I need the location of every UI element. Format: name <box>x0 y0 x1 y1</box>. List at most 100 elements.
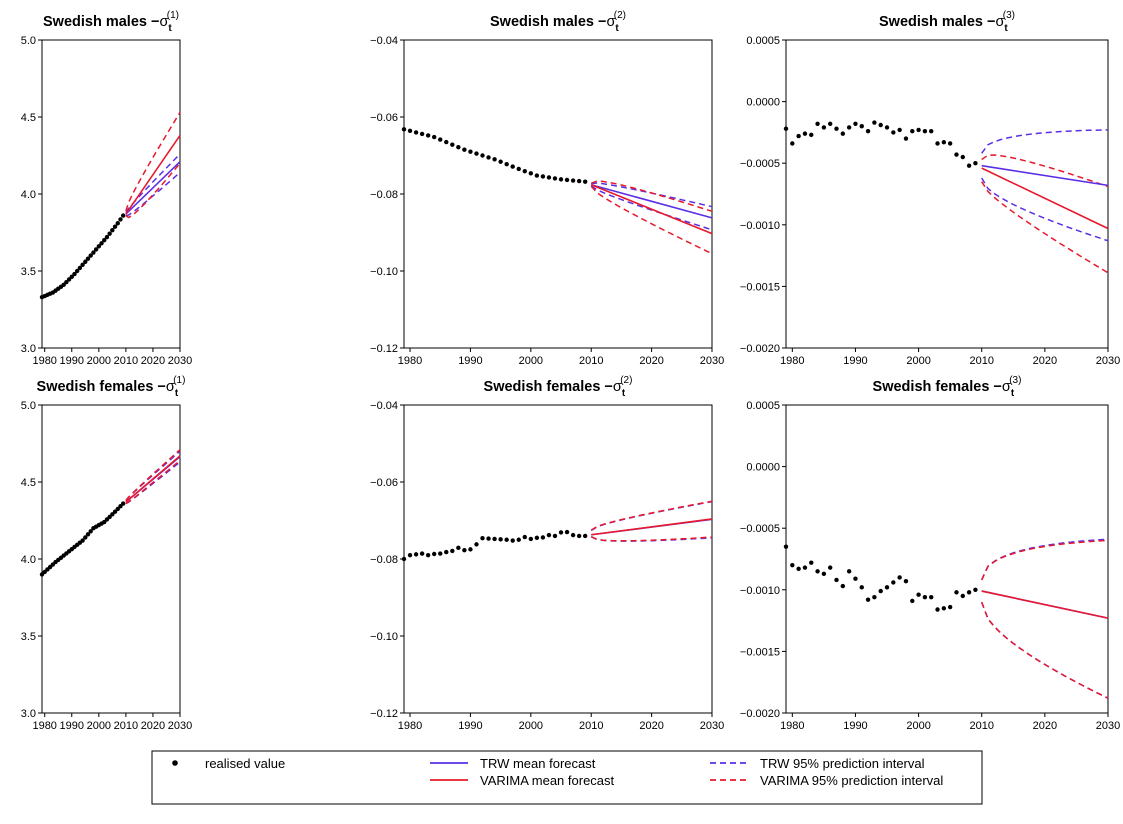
realised-point <box>77 265 83 271</box>
y-tick-label: 3.5 <box>21 266 36 278</box>
realised-point <box>865 597 871 602</box>
panel-6: −0.0020 −0.0015 −0.0010 −0.0005 0.0000 0.0005… <box>740 375 1120 732</box>
realised-point <box>891 580 896 585</box>
varima-mean-line <box>981 167 1109 230</box>
realised-point <box>72 271 77 277</box>
realised-point <box>922 594 928 600</box>
varima-lower-bound <box>125 162 181 219</box>
panel-title: Swedish males −σt(1) <box>43 10 179 34</box>
y-tick-label: −0.06 <box>370 477 398 489</box>
trw-lower-bound <box>590 185 713 231</box>
y-tick-label: −0.10 <box>370 266 398 278</box>
realised-point <box>401 556 407 562</box>
realised-point <box>504 537 509 542</box>
realised-point <box>66 277 72 282</box>
varima-mean-line <box>590 184 713 235</box>
realised-point <box>840 583 846 589</box>
legend-item-varima_pi: VARIMA 95% prediction interval <box>710 773 943 788</box>
legend-label: TRW 95% prediction interval <box>760 756 925 771</box>
realised-point <box>112 224 118 229</box>
varima-upper-bound <box>981 539 1109 581</box>
realised-point <box>522 534 527 540</box>
realised-point <box>891 130 896 135</box>
y-tick-label: −0.08 <box>370 554 398 566</box>
realised-point <box>93 247 99 252</box>
realised-point <box>564 529 570 535</box>
realised-point <box>407 128 413 134</box>
y-tick-label: −0.10 <box>370 631 398 643</box>
legend: realised value TRW mean forecast VARIMA me… <box>151 750 983 805</box>
realised-point <box>935 141 940 146</box>
realised-point <box>96 244 102 249</box>
realised-point <box>492 536 497 542</box>
realised-point <box>827 121 833 126</box>
plot-frame <box>403 404 713 714</box>
y-tick-label: 4.0 <box>21 189 36 201</box>
x-tick-label: 1980 <box>780 720 804 732</box>
x-tick-label: 2000 <box>906 720 930 732</box>
realised-point <box>790 562 795 568</box>
x-tick-label: 2010 <box>969 720 993 732</box>
realised-point <box>802 565 808 570</box>
trw-upper-bound <box>981 129 1109 154</box>
realised-point <box>115 506 120 512</box>
x-tick-label: 2030 <box>1096 355 1120 367</box>
x-tick-label: 2010 <box>579 355 603 367</box>
x-tick-label: 1980 <box>398 720 422 732</box>
panel-3: −0.0020 −0.0015 −0.0010 −0.0005 0.0000 0.0005… <box>740 10 1120 367</box>
y-tick-label: −0.04 <box>370 400 398 412</box>
legend-swatch-dot <box>172 760 178 766</box>
realised-point <box>846 569 852 574</box>
legend-label: realised value <box>205 756 285 771</box>
realised-point <box>878 588 883 594</box>
realised-point <box>910 128 915 134</box>
y-tick-label: 5.0 <box>21 400 36 412</box>
x-tick-label: 2010 <box>114 355 138 367</box>
varima-upper-bound <box>125 112 181 212</box>
realised-point <box>941 140 947 145</box>
panel-2: −0.12 −0.10 −0.08 −0.06 −0.04 1980 1990 2000 201… <box>370 10 724 367</box>
realised-point <box>510 538 515 543</box>
x-tick-label: 2010 <box>579 720 603 732</box>
realised-point <box>91 250 96 255</box>
x-tick-label: 1980 <box>32 720 56 732</box>
varima-mean-line <box>125 455 181 503</box>
x-tick-label: 1990 <box>458 720 482 732</box>
realised-point <box>504 161 509 167</box>
realised-point <box>450 142 455 147</box>
realised-point <box>947 141 953 146</box>
realised-point <box>120 501 126 506</box>
varima-lower-bound <box>125 459 181 505</box>
realised-point <box>534 535 540 541</box>
realised-point <box>960 593 965 599</box>
realised-point <box>903 136 909 141</box>
realised-point <box>474 542 479 547</box>
realised-point <box>954 152 959 157</box>
x-tick-label: 2030 <box>1096 720 1120 732</box>
trw-mean-line <box>125 161 181 215</box>
y-tick-label: −0.04 <box>370 35 398 47</box>
legend-item-realised: realised value <box>172 756 285 771</box>
realised-point <box>546 175 552 180</box>
realised-point <box>859 124 864 129</box>
trw-mean-line <box>981 164 1109 187</box>
realised-point <box>790 141 795 146</box>
realised-point <box>104 234 110 240</box>
realised-point <box>85 256 91 261</box>
x-tick-label: 2000 <box>87 720 111 732</box>
realised-point <box>872 120 877 125</box>
realised-point <box>821 571 827 576</box>
realised-point <box>552 533 558 539</box>
realised-point <box>558 530 564 535</box>
y-tick-label: −0.0015 <box>740 646 780 658</box>
realised-point <box>834 126 839 131</box>
realised-point <box>973 161 978 166</box>
realised-point <box>802 131 808 136</box>
panel-title: Swedish females −σt(2) <box>484 375 633 399</box>
trw-lower-bound <box>980 601 1109 699</box>
realised-point <box>474 151 479 156</box>
realised-point <box>456 545 461 551</box>
realised-point <box>576 178 582 184</box>
legend-label: VARIMA 95% prediction interval <box>760 773 943 788</box>
panel-title: Swedish males −σt(3) <box>879 10 1015 34</box>
